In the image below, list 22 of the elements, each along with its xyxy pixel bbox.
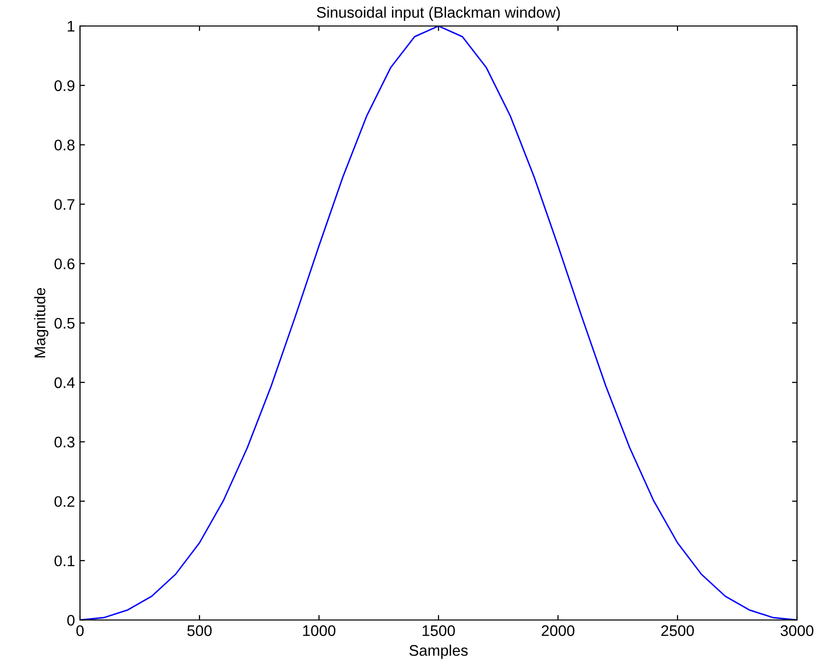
y-tick-label: 1	[68, 21, 74, 32]
x-tick-label: 1000	[303, 625, 336, 636]
x-tick-label: 500	[187, 625, 212, 636]
x-tick-label: 2500	[661, 625, 694, 636]
y-tick-label: 0.2	[54, 496, 74, 507]
y-tick-label: 0	[67, 614, 75, 626]
y-tick-label: 0.6	[54, 258, 74, 270]
y-tick-label: 0.9	[54, 80, 74, 92]
chart-title: Sinusoidal input (Blackman window)	[316, 6, 560, 21]
line-series	[80, 26, 797, 620]
y-tick-label: 0.5	[54, 318, 74, 329]
y-tick-label: 0.7	[54, 199, 74, 210]
y-axis-title: Magnitude	[34, 288, 48, 358]
x-tick-label: 2000	[542, 625, 574, 636]
x-axis-title: Samples	[409, 644, 468, 659]
y-tick-label: 0.1	[54, 555, 74, 566]
x-tick-label: 1500	[422, 625, 455, 636]
x-tick-label: 0	[76, 625, 84, 636]
y-tick-label: 0.4	[54, 377, 75, 388]
y-tick-label: 0.3	[54, 436, 74, 448]
y-tick-label: 0.8	[54, 140, 74, 150]
x-tick-label: 3000	[780, 625, 814, 636]
